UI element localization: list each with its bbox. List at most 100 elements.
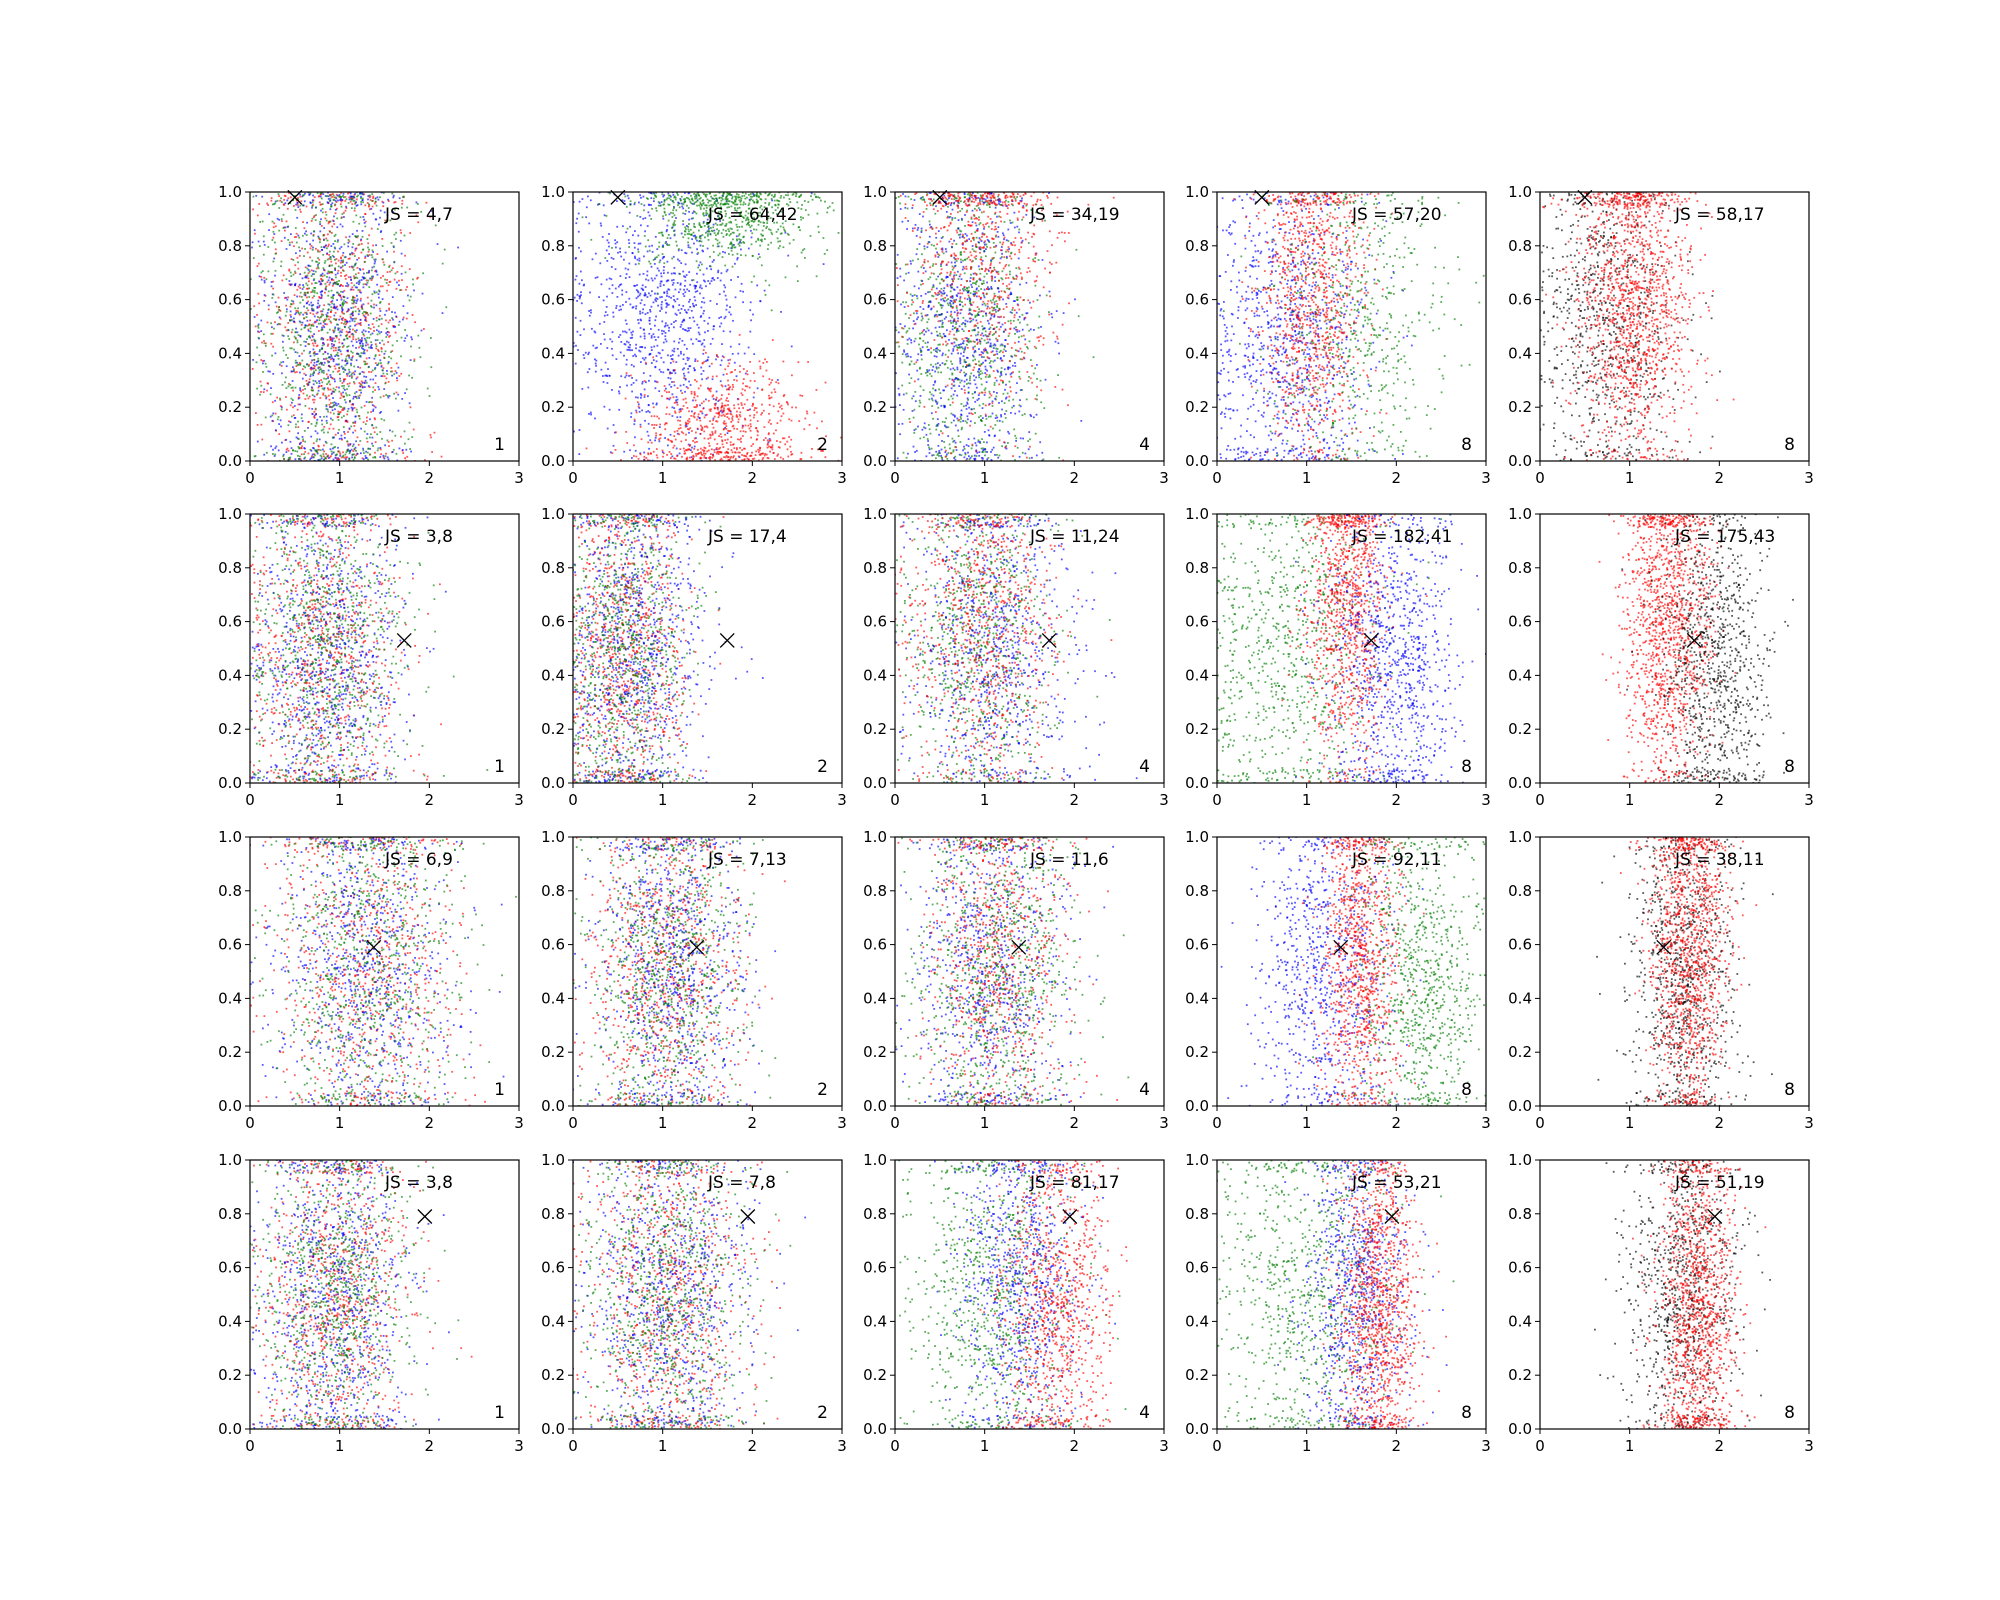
x-tick-label: 2 [748, 469, 758, 487]
data-point [366, 440, 369, 443]
data-point [639, 318, 642, 321]
data-point [313, 417, 316, 419]
data-point [753, 195, 756, 197]
data-point [593, 330, 596, 333]
data-point [705, 377, 708, 380]
data-point [795, 406, 797, 409]
data-point [744, 430, 747, 433]
data-point [672, 446, 675, 449]
data-point [642, 289, 645, 292]
data-point [408, 299, 411, 302]
data-point [702, 297, 705, 299]
data-point [335, 201, 338, 203]
data-point [381, 298, 384, 300]
data-point [732, 424, 735, 427]
data-point [400, 265, 403, 268]
data-point [339, 454, 342, 457]
data-point [292, 366, 294, 369]
data-point [369, 327, 372, 330]
data-point [686, 359, 689, 361]
data-point [274, 301, 277, 304]
data-point [368, 196, 371, 199]
data-point [715, 452, 718, 455]
data-point [323, 318, 326, 321]
data-point [691, 212, 694, 214]
data-point [317, 265, 319, 268]
data-point [329, 208, 332, 211]
data-point [348, 235, 351, 238]
data-point [747, 458, 750, 461]
data-point [772, 212, 775, 214]
data-point [700, 366, 703, 369]
data-point [650, 277, 653, 280]
data-point [704, 280, 706, 283]
data-point [294, 386, 297, 389]
data-point [642, 328, 645, 331]
data-point [340, 365, 343, 368]
data-point [351, 246, 354, 249]
data-point [310, 232, 313, 235]
data-point [337, 259, 340, 262]
data-point [373, 303, 375, 306]
data-point [695, 285, 697, 287]
data-point [361, 308, 364, 310]
data-point [338, 363, 340, 366]
data-point [757, 451, 760, 453]
data-point [682, 203, 685, 206]
data-point [292, 389, 294, 392]
data-point [298, 394, 301, 396]
data-point [299, 443, 301, 446]
data-point [395, 452, 398, 455]
data-point [801, 249, 804, 252]
data-point [256, 346, 258, 349]
data-point [387, 361, 390, 363]
data-point [270, 197, 273, 199]
data-point [372, 251, 374, 253]
data-point [724, 385, 727, 388]
data-point [663, 199, 666, 202]
data-point [349, 325, 352, 328]
data-point [278, 323, 280, 325]
data-point [315, 440, 318, 443]
data-point [354, 420, 357, 423]
data-point [757, 239, 760, 241]
data-point [406, 334, 408, 337]
data-point [386, 279, 388, 281]
data-point [294, 450, 297, 452]
data-point [589, 291, 591, 294]
data-point [750, 220, 753, 222]
data-point [367, 385, 370, 387]
data-point [753, 372, 755, 374]
data-point [755, 427, 758, 429]
data-point [298, 458, 301, 460]
data-point [304, 324, 307, 327]
data-point [726, 206, 729, 209]
data-point [766, 222, 769, 224]
data-point [347, 310, 349, 312]
data-point [335, 283, 338, 285]
data-point [733, 455, 735, 458]
data-point [363, 352, 366, 355]
data-point [307, 383, 310, 386]
data-point [376, 339, 379, 341]
data-point [682, 293, 685, 295]
data-point [605, 215, 608, 217]
data-point [343, 437, 346, 439]
data-point [355, 338, 357, 341]
data-point [289, 440, 292, 443]
data-point [343, 456, 346, 459]
data-point [773, 199, 776, 202]
data-point [350, 198, 353, 201]
data-point [611, 347, 613, 350]
data-point [364, 255, 367, 258]
data-point [581, 216, 584, 219]
data-point [348, 266, 351, 268]
data-point [758, 449, 761, 452]
data-point [332, 194, 335, 197]
data-point [657, 336, 660, 339]
data-point [797, 207, 800, 209]
data-point [363, 193, 366, 196]
data-point [635, 379, 638, 382]
data-point [338, 195, 340, 198]
data-point [406, 206, 409, 209]
